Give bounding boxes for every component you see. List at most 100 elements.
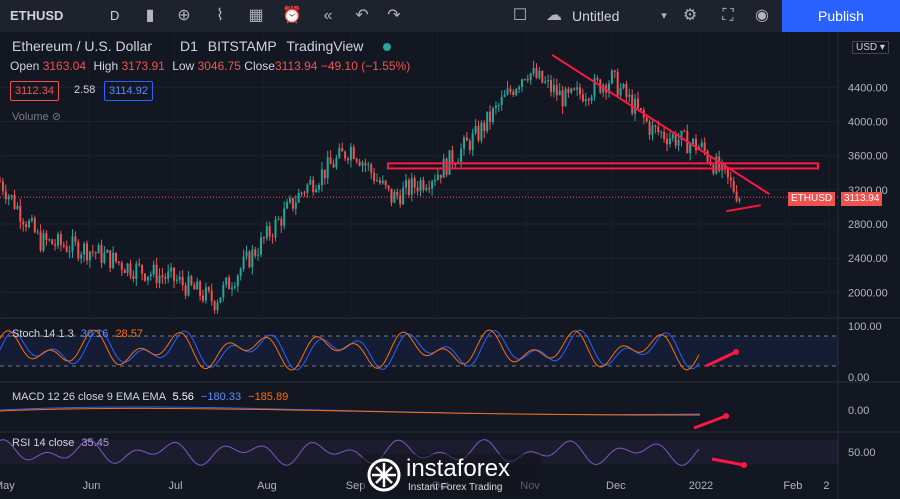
undo-icon[interactable]: ↶	[355, 7, 369, 24]
candle-body-201	[581, 94, 584, 102]
candle-body-21	[59, 234, 62, 245]
candle-body-55	[158, 275, 161, 283]
open-value: 3163.04	[42, 59, 87, 73]
candle-body-41	[117, 261, 120, 263]
candle-body-111	[320, 169, 323, 186]
redo-icon[interactable]: ↷	[387, 7, 401, 24]
candle-body-199	[576, 87, 579, 90]
layout-name[interactable]: Untitled	[572, 8, 620, 24]
candle-body-22	[62, 244, 65, 247]
candle-body-43	[123, 269, 126, 274]
candle-body-130	[376, 180, 378, 182]
layout-square-icon[interactable]: ☐	[512, 7, 528, 24]
candle-body-230	[666, 138, 668, 145]
candle-body-5	[13, 195, 16, 209]
y-tick-label-0: 2000.00	[848, 287, 888, 299]
candle-body-96	[277, 219, 280, 221]
alert-icon[interactable]: ⏰	[282, 7, 302, 24]
candle-body-148	[428, 188, 431, 190]
templates-icon[interactable]: ▦	[248, 7, 264, 24]
macd-hist-value: 5.56	[172, 391, 194, 403]
indicators-icon[interactable]: ⌇	[216, 7, 224, 24]
candle-body-73	[210, 290, 213, 302]
candle-body-170	[492, 108, 494, 122]
indicator-axis-label-2: 0.00	[848, 405, 869, 417]
candle-body-30	[86, 243, 88, 261]
interval-button[interactable]: D	[110, 8, 120, 23]
legend-title-row: Ethereum / U.S. Dollar D1 BITSTAMP Tradi…	[12, 38, 392, 54]
ohlc-row: Open 3163.04 High 3173.91 Low 3046.75 Cl…	[10, 59, 410, 73]
chevron-down-icon[interactable]: ▾	[661, 10, 667, 22]
publish-button[interactable]: Publish	[782, 0, 900, 32]
candle-body-29	[83, 243, 86, 255]
arrow-head-0	[733, 349, 739, 355]
currency-selector[interactable]: USD ▾	[852, 41, 889, 54]
candle-body-233	[674, 134, 677, 146]
candle-body-14	[39, 231, 42, 251]
candle-body-49	[141, 264, 144, 274]
candle-body-220	[637, 98, 639, 109]
candle-body-159	[460, 148, 463, 162]
candle-body-82	[236, 275, 239, 287]
add-indicator-icon[interactable]: ⊕	[177, 7, 191, 24]
watermark-logo: instaforex Instant Forex Trading	[362, 454, 542, 496]
x-tick-label-10: 2	[823, 480, 829, 492]
candles-icon[interactable]: ▮	[145, 7, 155, 24]
candle-body-251	[726, 168, 729, 178]
settings-icon[interactable]: ⚙	[682, 7, 698, 24]
candle-body-139	[402, 187, 405, 205]
candle-body-77	[222, 284, 225, 298]
candle-body-168	[486, 111, 489, 132]
chart-background	[0, 32, 900, 499]
candle-body-25	[71, 236, 74, 252]
candle-body-47	[135, 263, 138, 279]
candle-body-238	[689, 144, 692, 154]
candle-body-124	[358, 161, 361, 166]
camera-icon[interactable]: ◉	[755, 7, 769, 24]
candle-body-146	[422, 180, 425, 190]
candle-body-180	[521, 79, 523, 87]
candle-body-247	[715, 156, 718, 174]
instaforex-logo-icon	[367, 458, 401, 492]
fullscreen-icon[interactable]: ⛶	[722, 7, 734, 24]
stoch-d-line	[0, 329, 700, 371]
rsi-value: 35.45	[81, 437, 109, 449]
candle-body-78	[225, 277, 228, 285]
bid-box[interactable]: 3112.34	[10, 81, 59, 101]
legend-interval: D1	[179, 38, 198, 54]
candle-body-239	[692, 138, 695, 145]
candle-body-48	[138, 263, 141, 265]
candle-body-107	[309, 179, 312, 185]
candle-body-0	[0, 181, 1, 183]
candle-body-42	[120, 262, 123, 270]
candle-body-83	[239, 268, 242, 276]
candle-body-141	[407, 180, 410, 195]
candle-body-113	[326, 157, 329, 179]
candle-body-123	[355, 158, 358, 162]
y-tick-label-5: 4000.00	[848, 116, 888, 128]
x-tick-label-2: Jul	[168, 480, 182, 492]
candle-body-39	[112, 252, 115, 269]
candle-body-104	[300, 192, 303, 194]
cloud-icon[interactable]: ☁	[546, 7, 562, 24]
eye-hidden-icon[interactable]: ⊘	[51, 111, 61, 123]
candle-body-236	[683, 130, 686, 132]
replay-icon[interactable]: «	[323, 7, 333, 24]
candle-body-64	[184, 285, 187, 296]
volume-label: Volume ⊘	[12, 111, 61, 123]
symbol-search[interactable]: ETHUSD	[10, 8, 64, 23]
market-status-icon	[383, 43, 392, 51]
candle-body-90	[260, 237, 262, 255]
candle-body-66	[190, 276, 193, 285]
candle-body-185	[535, 68, 538, 78]
ask-box[interactable]: 3114.92	[104, 81, 153, 101]
current-symbol-tag: ETHUSD	[788, 192, 836, 206]
candle-body-81	[233, 286, 236, 288]
candle-body-160	[463, 137, 465, 149]
candle-body-88	[254, 249, 257, 256]
high-label: High	[93, 59, 119, 73]
price-chart[interactable]: 2000.002400.002800.003200.003600.004000.…	[0, 32, 900, 499]
candle-body-249	[721, 162, 724, 171]
candle-body-109	[315, 189, 318, 193]
candle-body-135	[390, 188, 393, 203]
